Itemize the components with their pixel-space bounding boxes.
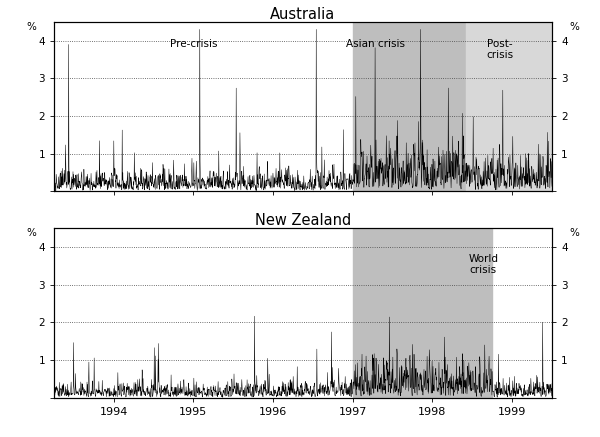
Text: Asian crisis: Asian crisis bbox=[346, 39, 405, 49]
Bar bbox=[466, 22, 552, 191]
Title: Australia: Australia bbox=[271, 7, 335, 22]
Bar bbox=[353, 22, 466, 191]
Text: Post-
crisis: Post- crisis bbox=[486, 39, 513, 60]
Bar bbox=[353, 229, 492, 398]
Text: %: % bbox=[26, 22, 37, 32]
Text: %: % bbox=[569, 22, 580, 32]
Text: World
crisis: World crisis bbox=[468, 254, 498, 275]
Text: Pre-crisis: Pre-crisis bbox=[170, 39, 217, 49]
Text: %: % bbox=[569, 229, 580, 238]
Text: %: % bbox=[26, 229, 37, 238]
Title: New Zealand: New Zealand bbox=[255, 213, 351, 229]
